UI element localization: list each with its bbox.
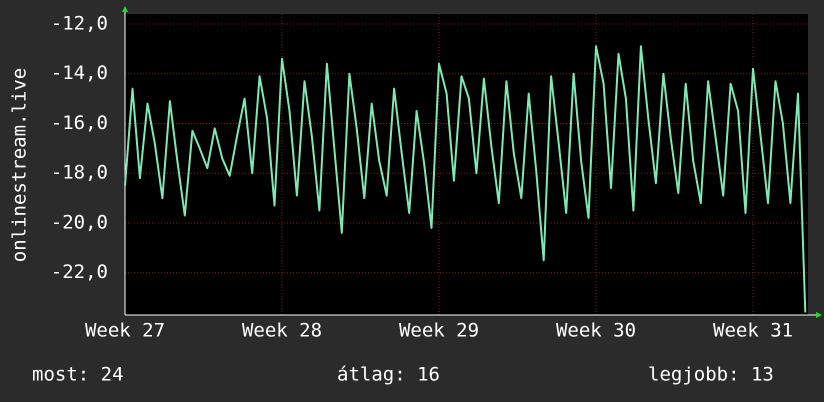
footer-stat: átlag: 16 xyxy=(337,364,440,386)
y-tick-label: -12,0 xyxy=(51,12,108,34)
x-tick-label: Week 29 xyxy=(399,320,479,342)
y-tick-label: -20,0 xyxy=(51,211,108,233)
y-tick-label: -14,0 xyxy=(51,62,108,84)
y-tick-label: -22,0 xyxy=(51,261,108,283)
plot-area xyxy=(125,14,808,315)
footer-stat: most: 24 xyxy=(32,364,124,386)
x-tick-label: Week 28 xyxy=(242,320,322,342)
y-axis-label: onlinestream.live xyxy=(9,68,31,262)
x-tick-label: Week 30 xyxy=(556,320,636,342)
data-line xyxy=(124,45,807,313)
x-tick-label: Week 27 xyxy=(85,320,165,342)
axis-arrow xyxy=(122,6,128,12)
x-tick-label: Week 31 xyxy=(713,320,793,342)
footer-stat: legjobb: 13 xyxy=(648,364,774,386)
axis-arrow xyxy=(816,312,822,318)
y-tick-label: -16,0 xyxy=(51,112,108,134)
y-tick-label: -18,0 xyxy=(51,162,108,184)
